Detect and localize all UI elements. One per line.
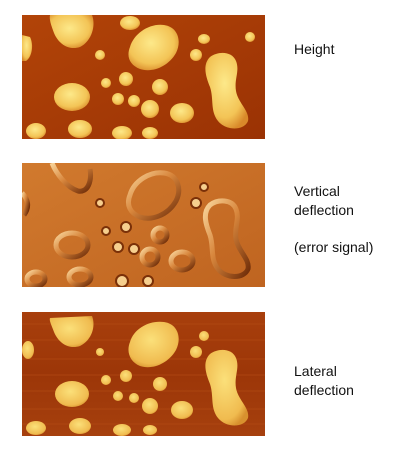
afm-height-image <box>22 15 265 139</box>
afm-vertical-deflection-image <box>22 163 265 287</box>
afm-lateral-deflection-image <box>22 312 265 436</box>
lateral-deflection-label: Lateral deflection <box>294 363 354 398</box>
height-label: Height <box>294 41 335 57</box>
error-signal-label: (error signal) <box>294 239 374 255</box>
vertical-deflection-label: Vertical deflection <box>294 183 354 218</box>
